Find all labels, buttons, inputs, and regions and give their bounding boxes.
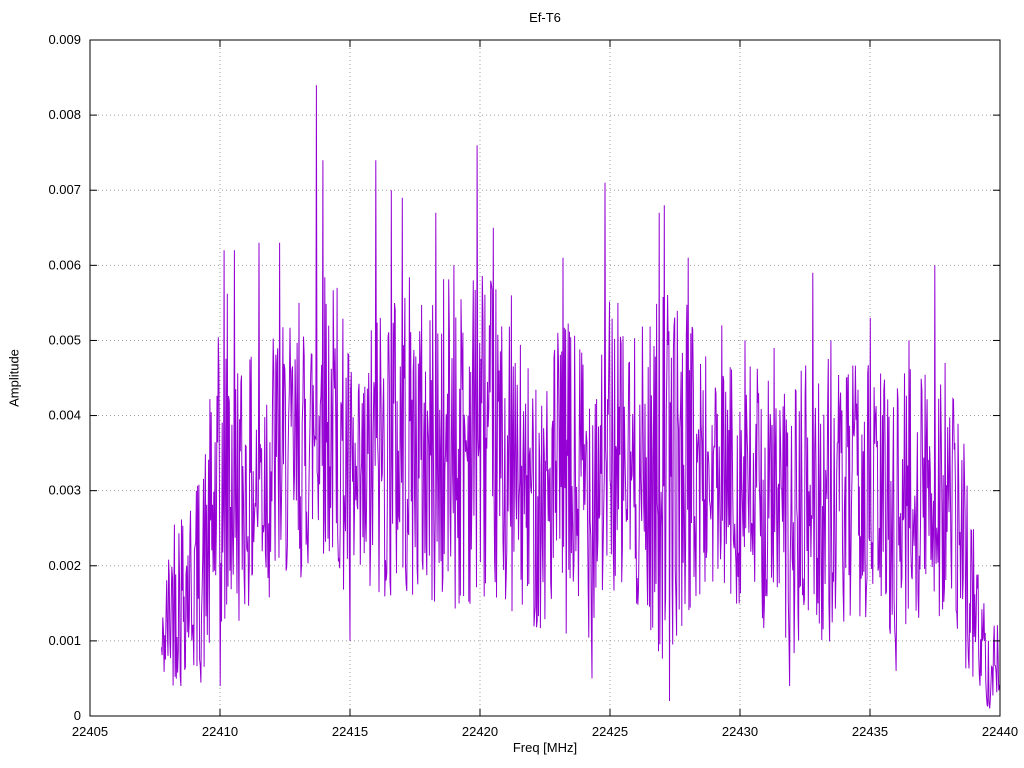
x-axis-label: Freq [MHz] (512, 740, 578, 755)
y-axis-label: Amplitude (6, 349, 22, 407)
x-tick-label: 22430 (722, 724, 758, 739)
y-tick-label: 0.005 (48, 332, 81, 347)
y-tick-label: 0.004 (48, 408, 81, 423)
data-series-line (161, 85, 1001, 709)
chart-title: Ef-T6 (529, 10, 561, 25)
y-tick-label: 0.008 (48, 107, 81, 122)
x-tick-label: 22425 (592, 724, 628, 739)
x-tick-label: 22410 (202, 724, 238, 739)
y-tick-label: 0 (74, 708, 81, 723)
x-tick-label: 22440 (982, 724, 1018, 739)
y-tick-label: 0.002 (48, 558, 81, 573)
x-tick-label: 22435 (852, 724, 888, 739)
y-tick-label: 0.007 (48, 182, 81, 197)
plot-border (89, 39, 1001, 717)
y-tick-label: 0.006 (48, 257, 81, 272)
x-tick-label: 22415 (332, 724, 368, 739)
x-tick-label: 22420 (462, 724, 498, 739)
x-tick-label: 22405 (72, 724, 108, 739)
y-tick-label: 0.001 (48, 633, 81, 648)
y-tick-label: 0.009 (48, 32, 81, 47)
y-tick-label: 0.003 (48, 483, 81, 498)
